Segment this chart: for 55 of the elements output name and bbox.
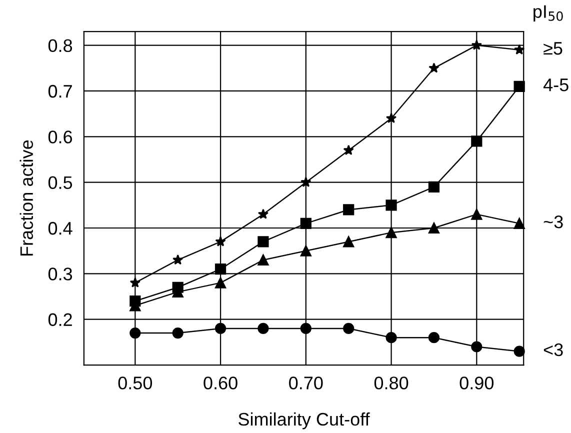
y-tick-label: 0.6 — [48, 130, 72, 144]
x-tick-label: 0.80 — [374, 376, 408, 390]
point — [300, 245, 312, 256]
y-axis-title: Fraction active — [20, 140, 34, 256]
x-tick-label: 0.90 — [460, 376, 494, 390]
point — [386, 112, 397, 124]
legend-title: pI$_{50}$ — [534, 5, 563, 22]
point — [514, 80, 525, 92]
point — [300, 176, 312, 187]
point — [258, 208, 269, 219]
y-tick-label: 0.7 — [48, 84, 72, 98]
point — [258, 236, 269, 248]
y-tick-label: 0.2 — [48, 313, 72, 326]
series-label: 4-5 — [543, 78, 568, 92]
point — [172, 254, 184, 265]
y-tick-label: 0.3 — [48, 268, 72, 280]
point — [343, 236, 354, 248]
y-tick-label: 0.5 — [48, 176, 72, 190]
point — [471, 208, 482, 220]
point — [428, 181, 440, 192]
point — [300, 218, 312, 229]
point — [300, 322, 312, 334]
point — [214, 277, 226, 288]
x-tick-label: 0.60 — [204, 376, 238, 390]
point — [215, 236, 226, 246]
series-label: ≥5 — [544, 42, 562, 55]
point — [343, 144, 354, 155]
point — [514, 44, 525, 55]
point — [471, 40, 482, 50]
point — [214, 264, 226, 275]
point — [386, 227, 397, 238]
point — [343, 322, 354, 334]
x-tick-label: 0.50 — [118, 376, 152, 390]
point — [214, 322, 226, 334]
series-label: <3 — [544, 343, 563, 356]
point — [386, 332, 397, 344]
point — [428, 62, 440, 73]
point — [471, 341, 482, 352]
point — [130, 277, 140, 288]
point — [130, 327, 141, 339]
point — [471, 136, 482, 147]
series-label: ~3 — [544, 215, 563, 228]
point — [428, 332, 440, 344]
point — [514, 346, 525, 357]
point — [258, 254, 269, 266]
x-tick-label: 0.70 — [289, 376, 323, 390]
x-axis-title: Similarity Cut-off — [238, 412, 370, 430]
point — [172, 327, 184, 339]
y-tick-label: 0.8 — [48, 39, 72, 52]
point — [428, 222, 440, 234]
y-tick-label: 0.4 — [48, 222, 72, 235]
point — [514, 218, 525, 229]
point — [258, 322, 269, 334]
point — [343, 204, 354, 216]
point — [386, 200, 397, 211]
